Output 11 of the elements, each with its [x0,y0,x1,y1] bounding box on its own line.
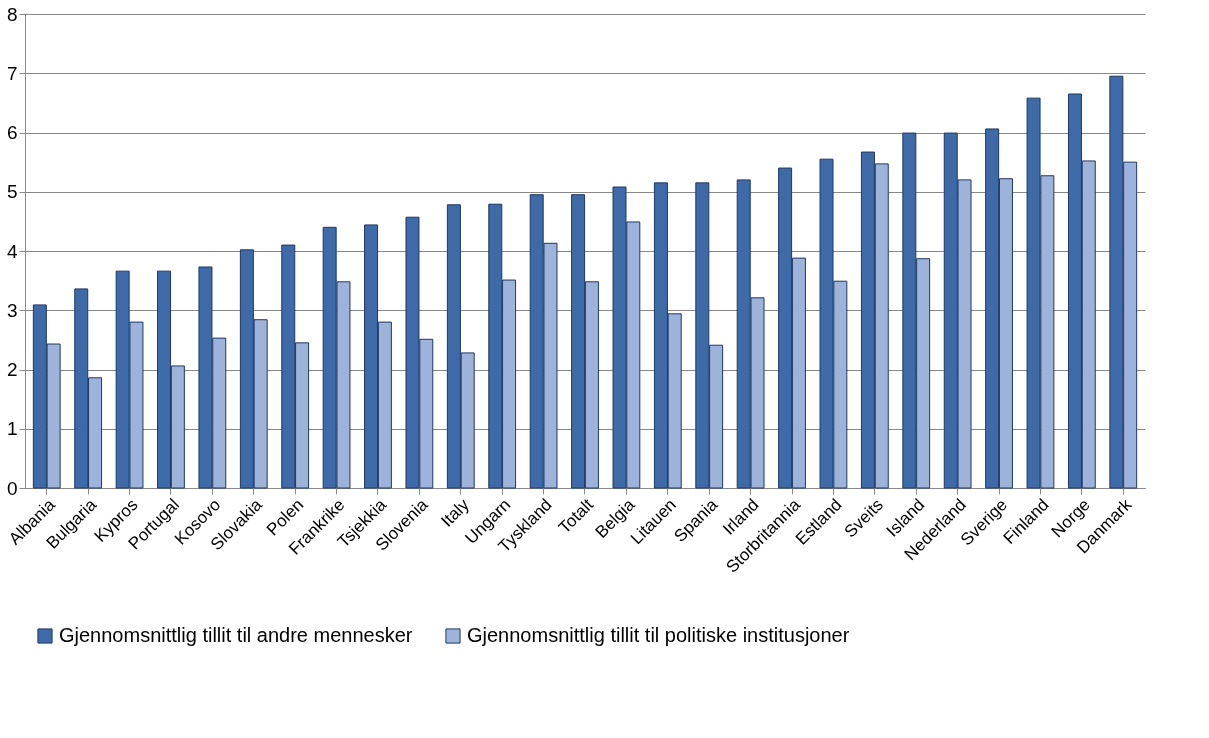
y-tick-label: 7 [6,62,18,84]
y-tick-label: 2 [6,359,18,380]
y-tick-label: 3 [6,299,18,321]
y-tick-label: 4 [6,240,18,262]
y-tick-label: 5 [6,181,18,203]
y-tick-label: 1 [6,418,18,440]
legend-label: Gjennomsnittlig tillit til politiske institusjoner [467,624,850,646]
y-tick-label: 6 [6,122,18,143]
y-tick-label: 8 [6,3,18,25]
y-tick-label: 0 [6,477,18,499]
legend-label: Gjennomsnittlig tillit til andre mennesker [59,624,413,646]
